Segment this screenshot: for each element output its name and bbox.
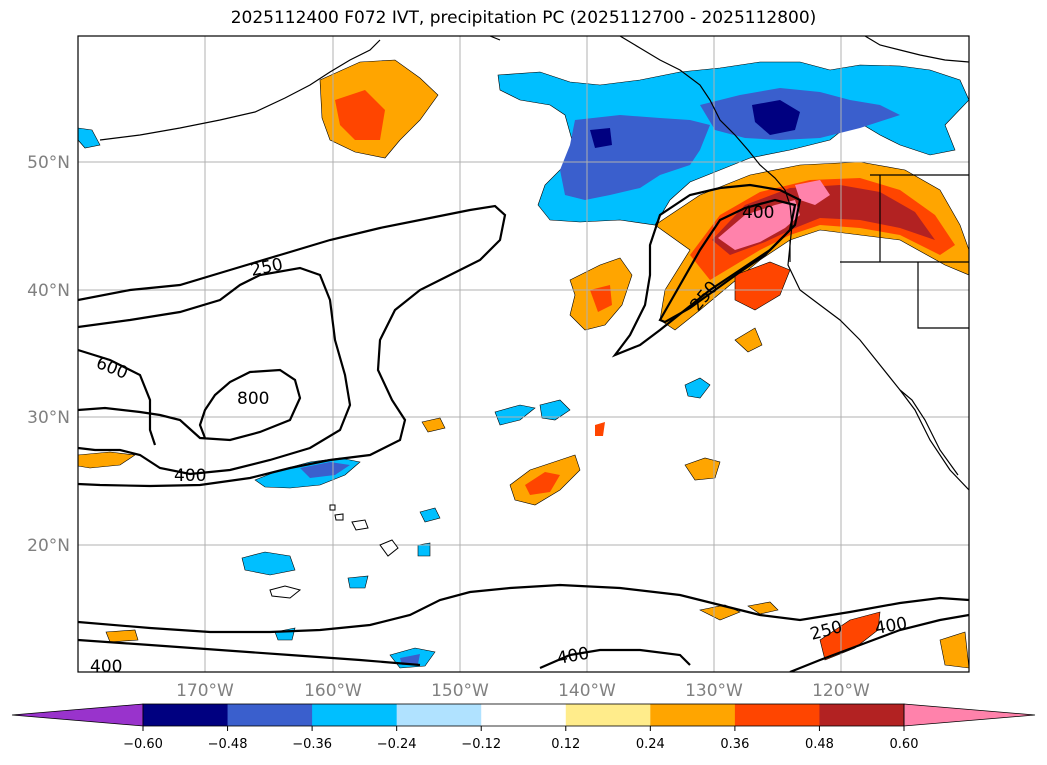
colorbar-extend-high [903,703,1036,727]
colorbar-bin [565,704,651,726]
ivt-contours [78,183,969,672]
lon-label: 150°W [431,681,489,701]
contour-label-400: 400 [90,657,122,677]
colorbar-tick-label: 0.60 [890,737,919,752]
colorbar-bin [650,704,736,726]
lat-label: 40°N [27,281,70,301]
colorbar-tick-label: 0.36 [720,737,749,752]
lon-label: 160°W [304,681,362,701]
colorbar-bin [819,704,905,726]
colorbar-tick-label: −0.60 [123,737,163,752]
colorbar-extend-low [11,703,144,727]
colorbar-tick-label: 0.24 [636,737,665,752]
lon-label: 130°W [685,681,743,701]
colorbar-tick-label: −0.12 [461,737,501,752]
colorbar-bin [734,704,820,726]
lat-label: 30°N [27,408,70,428]
graticule [78,36,969,672]
contour-label-400: 400 [742,203,774,223]
lon-label: 120°W [812,681,870,701]
colorbar-tick-label: 0.12 [551,737,580,752]
islands [269,504,399,599]
colorbar: −0.60 −0.48 −0.36 −0.24 −0.12 0.12 0.24 0.36 0.4… [11,703,1036,752]
lat-label: 50°N [27,153,70,173]
contour-label-400: 400 [174,466,206,486]
lon-label: 170°W [176,681,234,701]
coastlines [99,36,969,491]
colorbar-bin [481,704,567,726]
colorbar-tick-label: −0.24 [377,737,417,752]
colorbar-outline [142,703,905,727]
colorbar-bin [312,704,398,726]
lon-label: 140°W [558,681,616,701]
colorbar-bin [143,704,229,726]
colorbar-bin [396,704,482,726]
longitude-labels: 170°W 160°W 150°W 140°W 130°W 120°W [176,681,870,701]
latitude-labels: 50°N 40°N 30°N 20°N [27,153,70,556]
plot-frame [77,35,970,673]
contour-label-800: 800 [237,389,269,409]
colorbar-bin [227,704,313,726]
precip-negative-region [78,61,969,669]
colorbar-tick-label: 0.48 [805,737,834,752]
lat-label: 20°N [27,536,70,556]
map-title: 2025112400 F072 IVT, precipitation PC (2… [230,8,817,28]
colorbar-tick-label: −0.36 [292,737,332,752]
colorbar-tick-label: −0.48 [208,737,248,752]
